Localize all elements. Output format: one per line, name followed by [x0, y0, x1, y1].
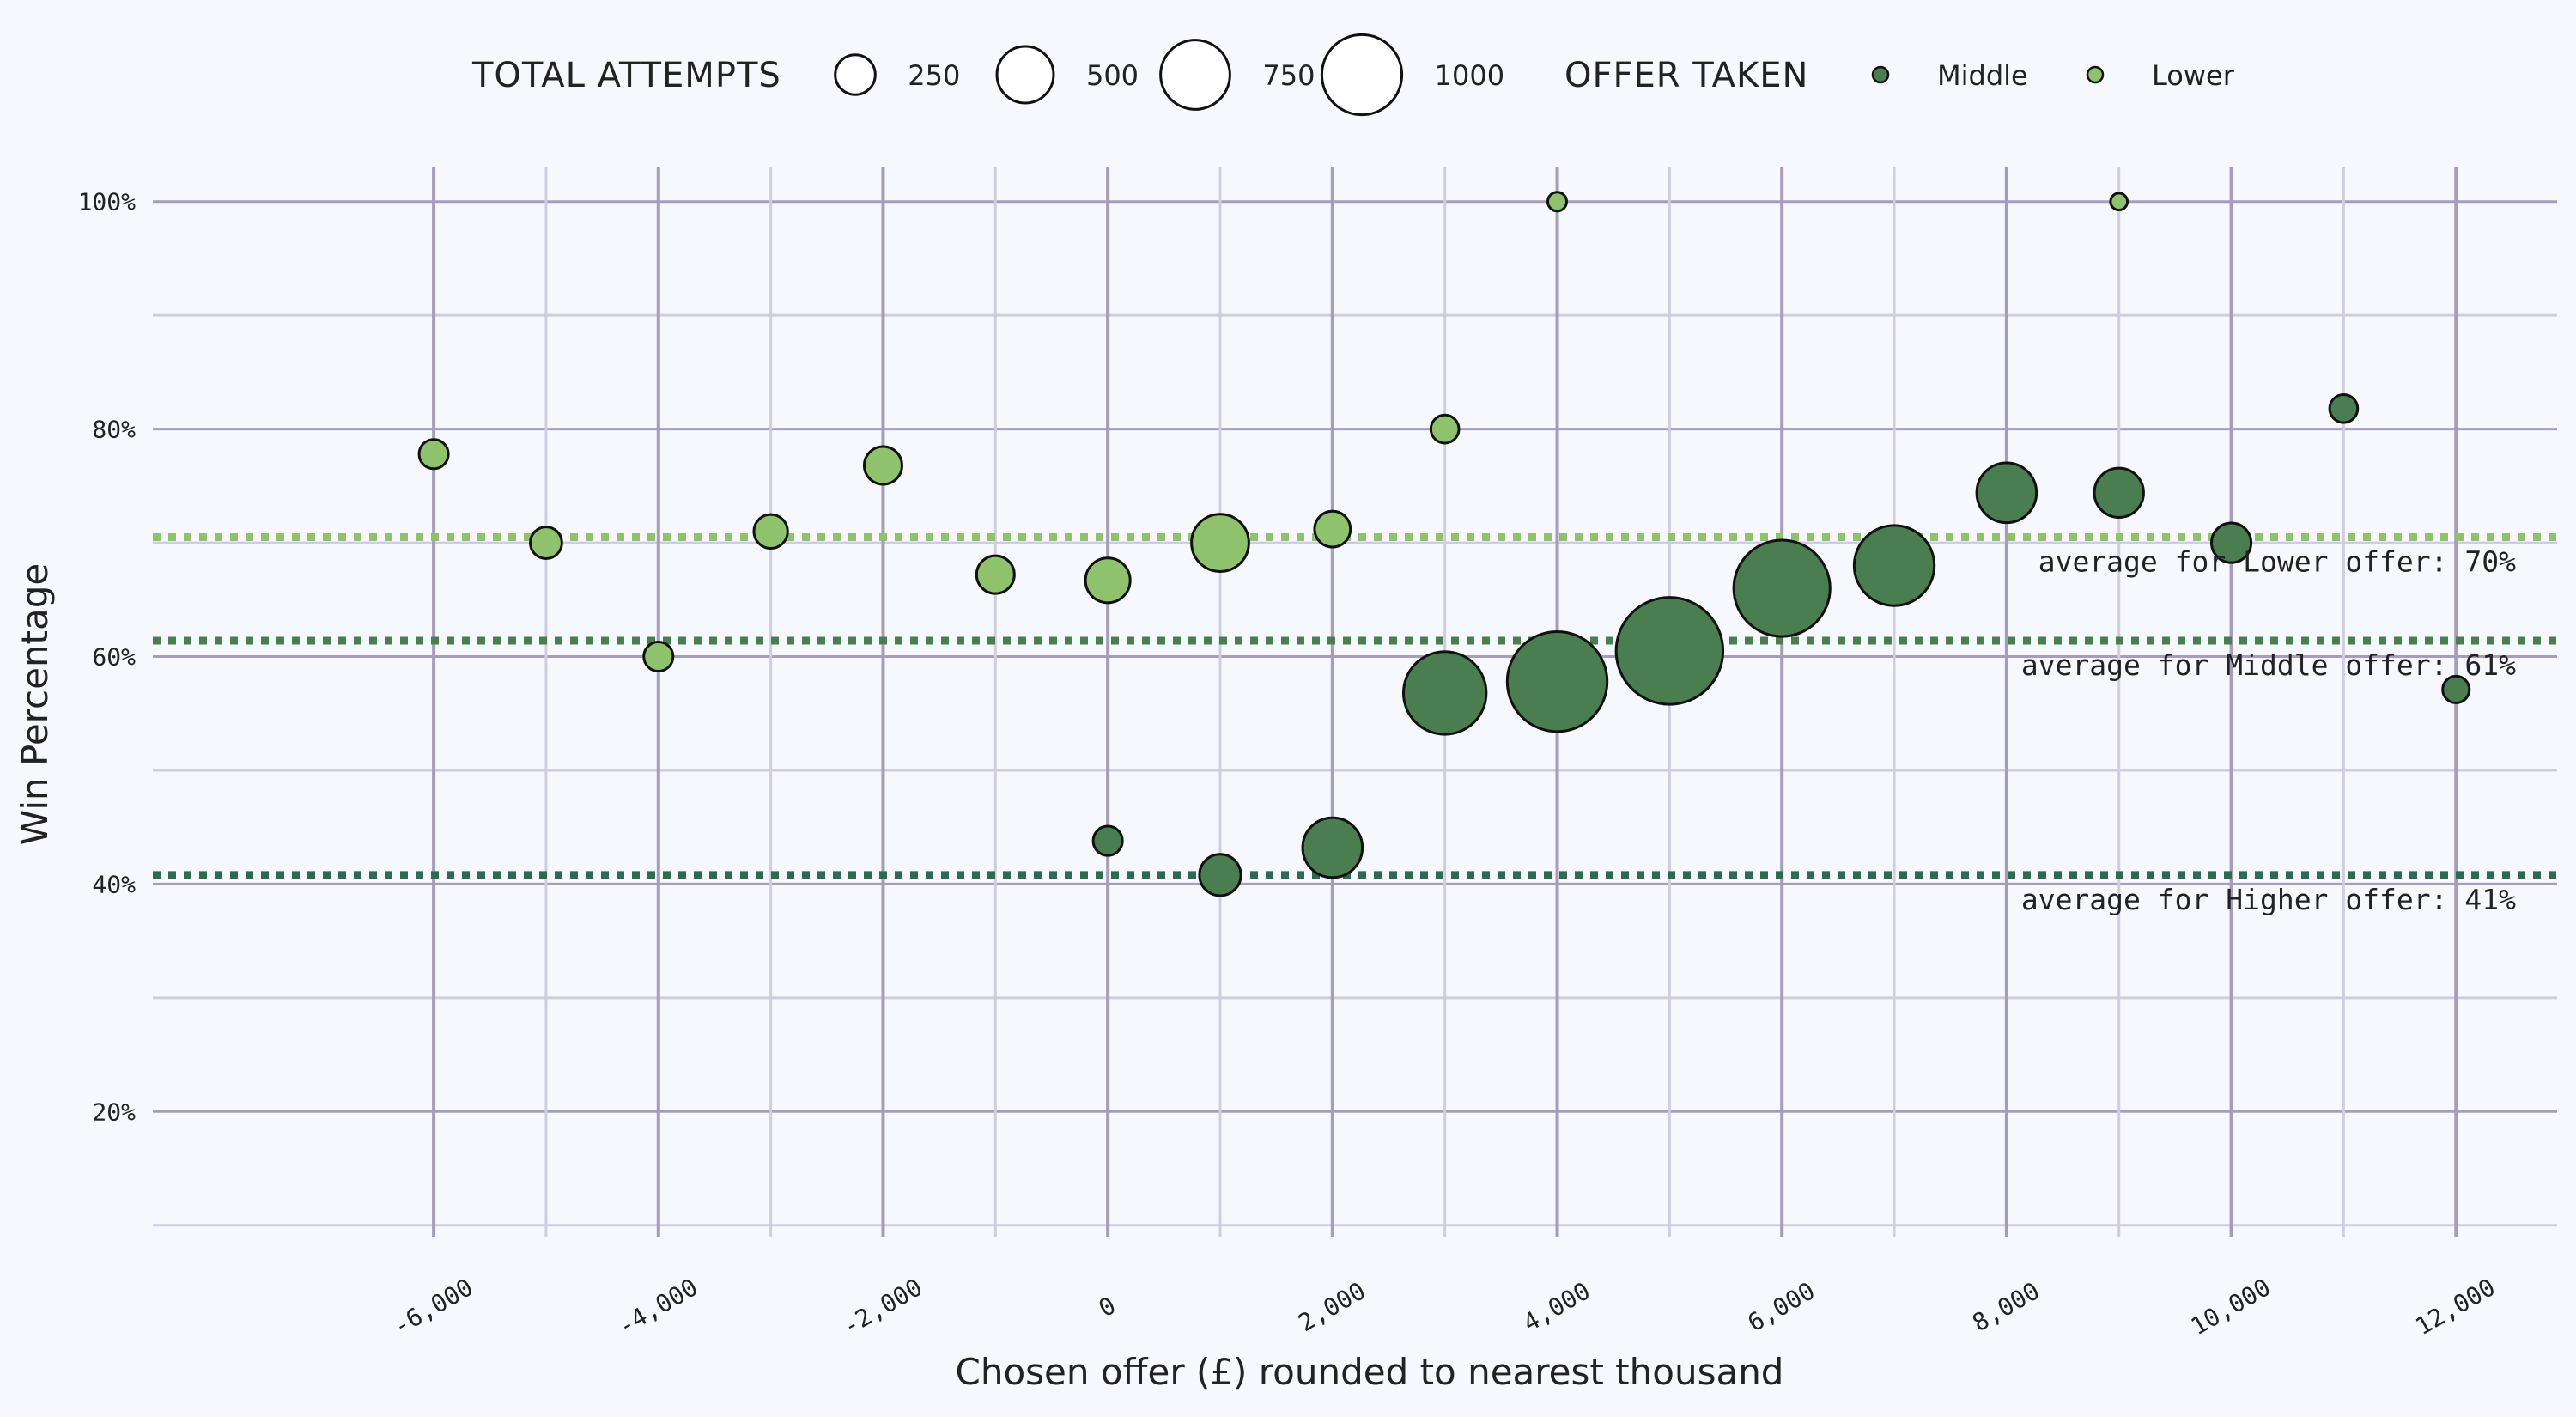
x-tick-label: 4,000 — [1518, 1276, 1595, 1337]
x-tick-label: 8,000 — [1967, 1276, 2044, 1337]
x-axis-title: Chosen offer (£) rounded to nearest thou… — [956, 1351, 1784, 1393]
reference-line-label: average for Higher offer: 41% — [2021, 883, 2516, 916]
x-tick-label: 2,000 — [1293, 1276, 1370, 1337]
data-point-middle — [1975, 461, 2038, 525]
x-tick-label: -2,000 — [838, 1273, 927, 1341]
legend-size-circle — [1320, 33, 1404, 117]
reference-lines — [153, 532, 2557, 879]
reference-line-label: average for Middle offer: 61% — [2021, 648, 2516, 682]
data-point-middle — [1198, 853, 1242, 897]
reference-line-label: average for Lower offer: 70% — [2038, 544, 2516, 578]
data-point-lower — [1313, 509, 1352, 549]
y-tick-label: 20% — [92, 1098, 136, 1126]
data-point-lower — [862, 445, 903, 486]
data-point-middle — [2328, 392, 2360, 424]
x-axis-ticks: -6,000 -4,000 -2,000 0 2,000 4,000 6,000 8,000 1… — [388, 1273, 2500, 1341]
data-point-lower — [752, 513, 789, 550]
y-tick-label: 60% — [92, 643, 136, 672]
data-point-middle — [1091, 824, 1124, 857]
data-point-lower — [1084, 556, 1132, 605]
legend-size-circle — [834, 53, 877, 96]
legend-size-label: 1000 — [1435, 59, 1504, 92]
data-point-middle — [2441, 674, 2471, 704]
x-tick-label: 6,000 — [1743, 1276, 1820, 1337]
data-point-middle — [1614, 596, 1725, 706]
x-tick-label: 0 — [1094, 1291, 1121, 1323]
data-point-middle — [1505, 629, 1609, 733]
x-tick-label: -6,000 — [388, 1273, 477, 1341]
data-point-lower — [529, 526, 563, 560]
legend-size-label: 250 — [908, 59, 960, 92]
data-point-middle — [2093, 466, 2145, 519]
x-tick-label: 10,000 — [2186, 1273, 2275, 1341]
y-tick-label: 40% — [92, 870, 136, 898]
legend-size-label: 500 — [1086, 59, 1139, 92]
x-tick-label: 12,000 — [2410, 1273, 2500, 1341]
legend-color-title: OFFER TAKEN — [1564, 56, 1808, 95]
data-point-lower — [2109, 192, 2129, 212]
data-point-lower — [642, 640, 675, 673]
legend-size-circle — [995, 45, 1055, 105]
legend-color-label: Middle — [1937, 59, 2028, 92]
data-point-lower — [417, 438, 450, 471]
y-tick-label: 100% — [78, 188, 137, 216]
data-point-middle — [1401, 650, 1488, 736]
data-point-lower — [1429, 413, 1461, 445]
data-point-middle — [1852, 524, 1936, 607]
legend-size-title: TOTAL ATTEMPTS — [471, 56, 781, 95]
legend: TOTAL ATTEMPTS 250 500 750 1000 OFFER TAKEN Mi… — [471, 33, 2235, 117]
legend-color-label: Lower — [2152, 59, 2235, 92]
data-point-lower — [975, 554, 1016, 595]
data-point-middle — [1732, 538, 1832, 638]
grid — [153, 167, 2557, 1237]
data-point-middle — [2209, 521, 2253, 564]
y-axis-title: Win Percentage — [14, 563, 56, 846]
data-point-lower — [1546, 191, 1569, 213]
legend-color-swatch — [1871, 65, 1890, 84]
legend-size-circle — [1159, 39, 1231, 111]
legend-color-swatch — [2086, 65, 2105, 84]
data-points — [417, 191, 2471, 897]
reference-labels: average for Lower offer: 70% average for … — [2021, 544, 2516, 915]
data-point-middle — [1301, 816, 1364, 879]
legend-size-label: 750 — [1262, 59, 1315, 92]
x-tick-label: -4,000 — [613, 1273, 702, 1341]
y-tick-label: 80% — [92, 416, 136, 444]
y-axis-ticks: 20% 40% 60% 80% 100% — [78, 188, 137, 1127]
data-point-lower — [1190, 513, 1250, 573]
